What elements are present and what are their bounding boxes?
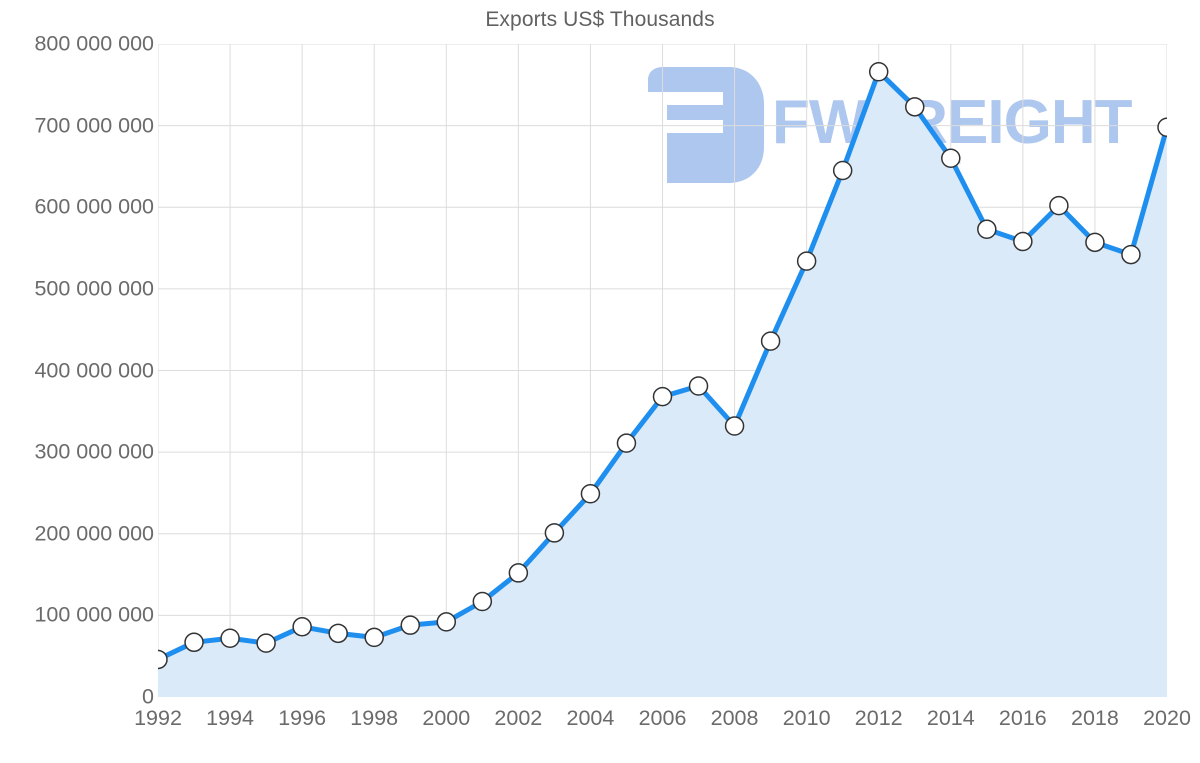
data-point-marker[interactable] (437, 613, 455, 631)
x-axis-tick-label: 2004 (566, 706, 615, 730)
data-point-marker[interactable] (293, 618, 311, 636)
data-point-marker[interactable] (1014, 233, 1032, 251)
x-axis-tick-label: 2010 (782, 706, 831, 730)
data-point-marker[interactable] (654, 388, 672, 406)
y-axis-tick-label: 700 000 000 (34, 113, 154, 138)
data-point-marker[interactable] (1050, 197, 1068, 215)
data-point-marker[interactable] (798, 252, 816, 270)
x-axis-tick-label: 2002 (494, 706, 543, 730)
data-point-marker[interactable] (365, 628, 383, 646)
x-axis-tick-label: 2016 (998, 706, 1047, 730)
x-axis-tick-label: 1992 (134, 706, 182, 730)
x-axis-tick-label: 1998 (350, 706, 399, 730)
data-point-marker[interactable] (581, 485, 599, 503)
x-axis-tick-label: 2020 (1143, 706, 1191, 730)
y-axis-tick-label: 500 000 000 (34, 276, 154, 301)
data-point-marker[interactable] (726, 417, 744, 435)
y-axis-tick-label: 300 000 000 (34, 439, 154, 464)
data-point-marker[interactable] (1158, 118, 1167, 136)
area-fill (158, 71, 1167, 697)
y-axis-tick-label: 200 000 000 (34, 521, 154, 546)
x-axis-tick-label: 2012 (854, 706, 903, 730)
x-axis-tick-label: 2006 (638, 706, 687, 730)
x-axis-tick-label: 2008 (710, 706, 759, 730)
y-axis-tick-label: 0 (142, 684, 154, 709)
chart-title: Exports US$ Thousands (485, 8, 715, 31)
data-point-marker[interactable] (329, 624, 347, 642)
y-axis-tick-label: 600 000 000 (34, 194, 154, 219)
y-axis-tick-label: 400 000 000 (34, 358, 154, 382)
data-point-marker[interactable] (834, 162, 852, 180)
data-point-marker[interactable] (978, 220, 996, 238)
data-point-marker[interactable] (158, 650, 167, 668)
plot-area (158, 44, 1167, 697)
x-axis-tick-label: 2018 (1071, 706, 1119, 730)
data-point-marker[interactable] (401, 616, 419, 634)
data-point-marker[interactable] (906, 98, 924, 116)
data-point-marker[interactable] (257, 634, 275, 652)
data-point-marker[interactable] (762, 332, 780, 350)
x-axis-tick-label: 2014 (926, 706, 975, 730)
y-axis-tick-label: 100 000 000 (34, 602, 154, 627)
data-point-marker[interactable] (1086, 233, 1104, 251)
data-point-marker[interactable] (1122, 246, 1140, 264)
data-point-marker[interactable] (942, 149, 960, 167)
x-axis-tick-label: 2000 (422, 706, 471, 730)
x-axis-tick-label: 1994 (206, 706, 254, 730)
y-axis-tick-label: 800 000 000 (34, 31, 154, 56)
data-point-marker[interactable] (221, 629, 239, 647)
data-point-marker[interactable] (870, 63, 888, 81)
data-point-marker[interactable] (690, 377, 708, 395)
data-point-marker[interactable] (185, 633, 203, 651)
x-axis-tick-label: 1996 (278, 706, 327, 730)
data-point-marker[interactable] (473, 593, 491, 611)
data-point-marker[interactable] (617, 434, 635, 452)
data-point-markers (158, 63, 1167, 669)
data-point-marker[interactable] (545, 524, 563, 542)
data-point-marker[interactable] (509, 564, 527, 582)
